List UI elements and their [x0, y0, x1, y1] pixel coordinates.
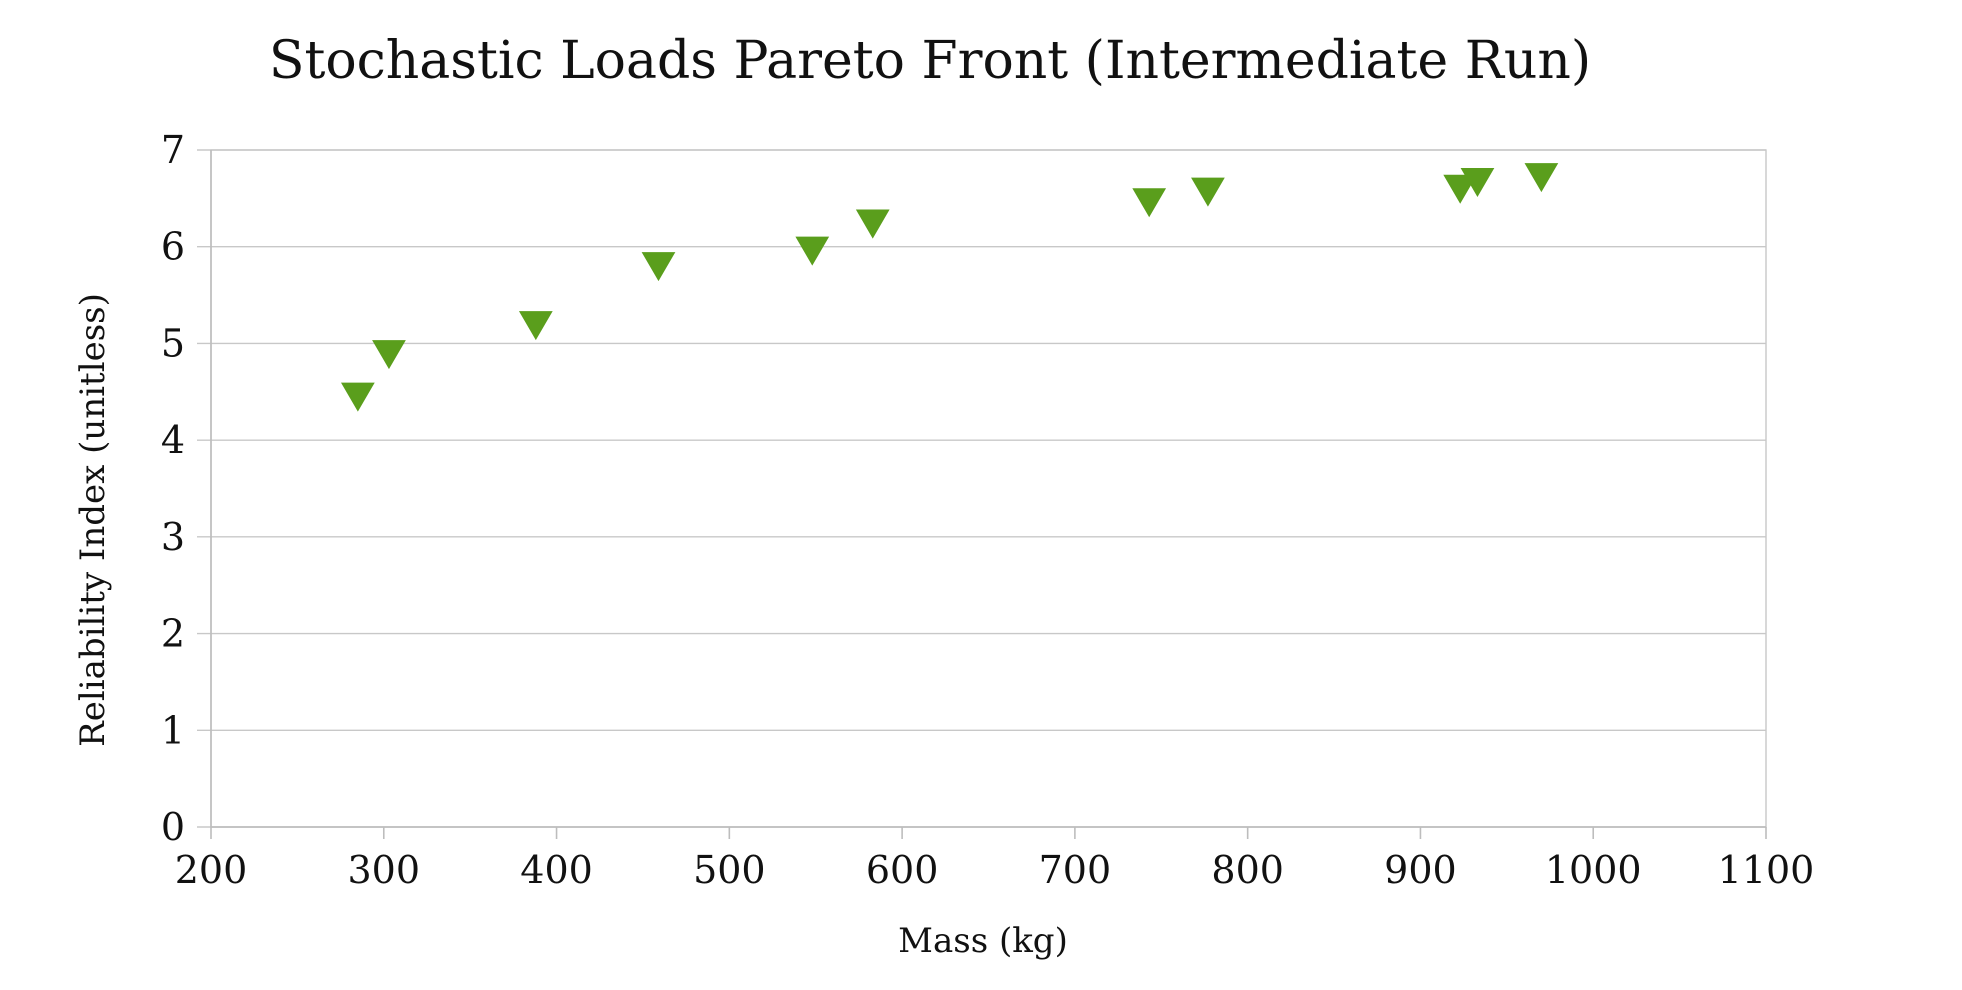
data-point-marker — [1524, 163, 1559, 193]
data-point-marker — [518, 311, 553, 341]
x-axis-label: Mass (kg) — [898, 921, 1068, 961]
axis-layer — [210, 150, 1767, 839]
y-tick-label: 7 — [161, 128, 185, 172]
x-tick-label: 600 — [866, 848, 939, 892]
y-tick-label: 0 — [161, 805, 185, 849]
data-point-marker — [641, 252, 676, 282]
x-tick-label: 400 — [520, 848, 593, 892]
y-tick-label: 2 — [161, 612, 185, 656]
x-tick-label: 700 — [1039, 848, 1112, 892]
data-point-marker — [795, 236, 830, 266]
x-tick-label: 1000 — [1545, 848, 1642, 892]
plot-frame — [210, 149, 1767, 828]
y-tick-label: 6 — [161, 225, 185, 269]
x-tick-label: 300 — [348, 848, 421, 892]
x-tick-label: 1100 — [1718, 848, 1815, 892]
data-point-marker — [372, 340, 406, 370]
x-tick-label: 900 — [1384, 848, 1457, 892]
data-point-marker — [1191, 177, 1225, 207]
x-tick-label: 800 — [1211, 848, 1284, 892]
data-point-marker — [1132, 188, 1167, 218]
data-point-marker — [340, 382, 375, 412]
y-tick-label: 3 — [161, 515, 185, 559]
grid-layer — [197, 149, 1767, 828]
y-axis-label: Reliability Index (unitless) — [73, 293, 113, 747]
data-point-marker — [1460, 167, 1495, 197]
scatter-marks — [340, 163, 1559, 412]
y-tick-label: 1 — [161, 708, 185, 752]
data-point-marker — [855, 209, 890, 239]
tick-labels: 0 1 2 3 4 5 6 7 200 300 400 500 600 700 800 900 1000 1100 — [161, 128, 1815, 892]
y-tick-label: 4 — [161, 418, 185, 462]
chart-title: Stochastic Loads Pareto Front (Intermedi… — [269, 31, 1591, 91]
x-tick-label: 500 — [693, 848, 766, 892]
y-tick-label: 5 — [161, 321, 185, 365]
data-point-marker — [1443, 174, 1478, 204]
x-tick-label: 200 — [175, 848, 248, 892]
